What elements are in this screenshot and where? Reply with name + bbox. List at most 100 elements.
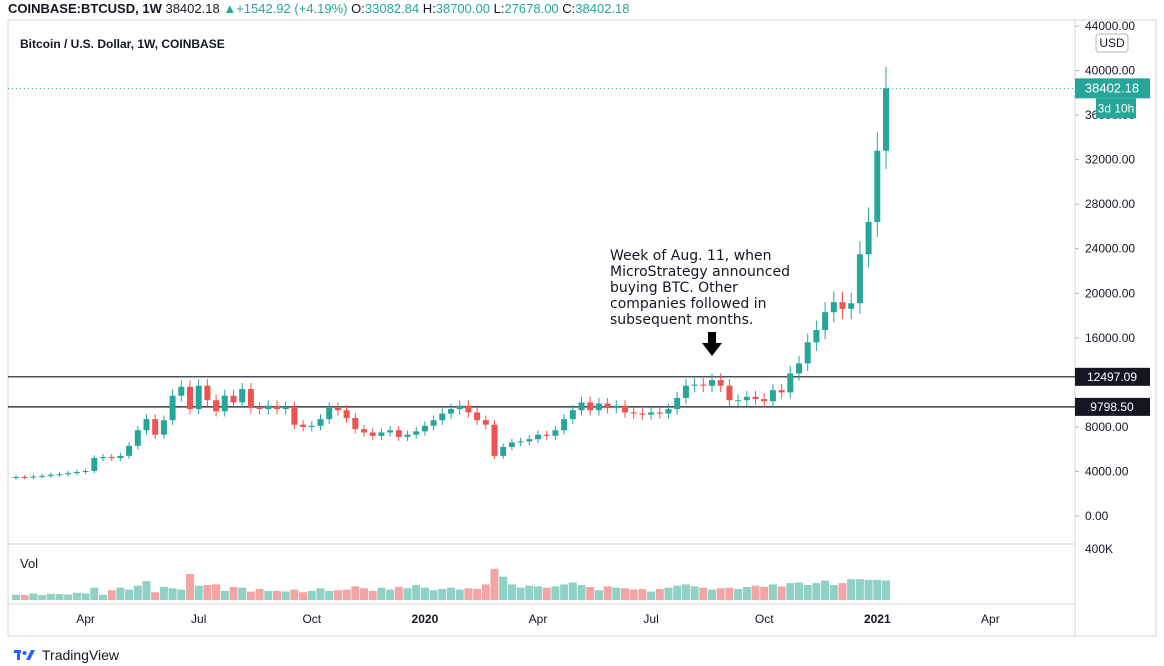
candle-body: [674, 397, 681, 410]
candle-body: [82, 470, 89, 473]
candle-body: [743, 396, 750, 401]
tradingview-brand[interactable]: TradingView: [42, 647, 120, 663]
candle: [30, 474, 37, 480]
volume-bar: [803, 585, 812, 600]
volume-bar: [795, 582, 803, 600]
volume-bar: [429, 590, 438, 600]
x-tick-label: 2020: [412, 612, 439, 626]
countdown-label: 3d 10h: [1098, 101, 1135, 115]
down-arrow-icon: [702, 332, 722, 356]
candle-body: [413, 431, 420, 435]
volume-bar: [107, 590, 116, 600]
volume-bar: [673, 585, 682, 600]
candle: [709, 373, 715, 393]
candle-body: [796, 363, 802, 374]
candle: [517, 437, 524, 447]
volume-bar: [481, 584, 490, 600]
candle-body: [622, 405, 628, 413]
candle: [265, 400, 272, 415]
candle: [256, 402, 263, 415]
volume-bar: [507, 584, 516, 600]
candle-body: [56, 474, 63, 476]
x-tick-label: Oct: [302, 612, 321, 626]
high-label: H:: [422, 1, 436, 16]
candle: [195, 379, 202, 415]
volume-bar: [264, 590, 273, 600]
candle: [717, 373, 724, 393]
candle: [535, 430, 541, 444]
volume-bar: [812, 583, 821, 600]
candle-body: [726, 385, 733, 401]
last-price-badge: [1075, 78, 1150, 99]
annotation-text: Week of Aug. 11, when MicroStrategy annou…: [610, 248, 790, 328]
volume-bar: [299, 592, 308, 600]
tradingview-logo-icon[interactable]: [14, 648, 36, 662]
candle-body: [65, 473, 72, 475]
candle-body: [230, 395, 237, 403]
volume-bar: [125, 589, 134, 600]
candle: [160, 415, 167, 439]
candle: [152, 414, 159, 439]
candle-body: [439, 413, 446, 421]
candle: [587, 396, 594, 416]
volume-bar: [612, 587, 621, 600]
candle: [430, 415, 437, 431]
candle-body: [639, 413, 646, 415]
candle-body: [326, 407, 333, 420]
candle: [334, 402, 341, 416]
price-change: +1542.92 (+4.19%): [236, 1, 348, 16]
candle: [65, 470, 72, 477]
volume-bar: [438, 588, 447, 600]
price-chart[interactable]: Bitcoin / U.S. Dollar, 1W, COINBASE 0.00 4…: [0, 0, 1164, 644]
volume-bar: [742, 587, 751, 600]
price-line-label: 12497.09: [1087, 370, 1137, 384]
candle-body: [73, 472, 80, 474]
candle-body: [656, 412, 663, 414]
candle-body: [648, 412, 655, 415]
y-tick-label: 24000.00: [1085, 242, 1135, 256]
candle: [73, 469, 80, 476]
candle: [439, 408, 446, 426]
candle-body: [239, 389, 246, 403]
candle-body: [508, 442, 515, 447]
y-tick-label: 40000.00: [1085, 64, 1135, 78]
volume-bar: [194, 585, 203, 600]
candle: [247, 382, 254, 414]
candle-body: [100, 456, 106, 459]
candle: [317, 414, 324, 431]
symbol-label[interactable]: COINBASE:BTCUSD, 1W: [8, 1, 162, 16]
candle-body: [761, 399, 768, 402]
candle-body: [569, 410, 576, 420]
candle-body: [535, 434, 541, 440]
candle-body: [682, 385, 689, 398]
volume-bar: [534, 586, 542, 600]
candle-body: [561, 419, 568, 431]
low-value: 27678.00: [504, 1, 559, 16]
volume-bar: [464, 588, 473, 600]
volume-bar: [821, 580, 830, 600]
candle: [274, 400, 280, 415]
x-tick-label: Apr: [76, 612, 95, 626]
candle-body: [352, 418, 359, 430]
volume-bar: [212, 584, 221, 600]
high-value: 38700.00: [435, 1, 490, 16]
candle-body: [543, 434, 550, 436]
x-tick-label: Jul: [643, 612, 658, 626]
countdown-badge: [1096, 98, 1136, 119]
candle-body: [160, 420, 167, 435]
candle: [526, 435, 533, 446]
volume-bar: [273, 590, 281, 600]
candle: [682, 379, 689, 404]
candle: [883, 66, 889, 169]
volume-bar: [690, 586, 699, 600]
volume-bar: [412, 585, 421, 600]
candle-body: [300, 424, 307, 427]
volume-bar: [829, 585, 838, 600]
candle: [361, 424, 367, 437]
candle-body: [143, 419, 150, 431]
candle-body: [778, 390, 785, 393]
candle-body: [421, 425, 428, 432]
volume-bar: [838, 583, 847, 600]
candle: [665, 403, 672, 419]
candle-body: [587, 402, 594, 411]
